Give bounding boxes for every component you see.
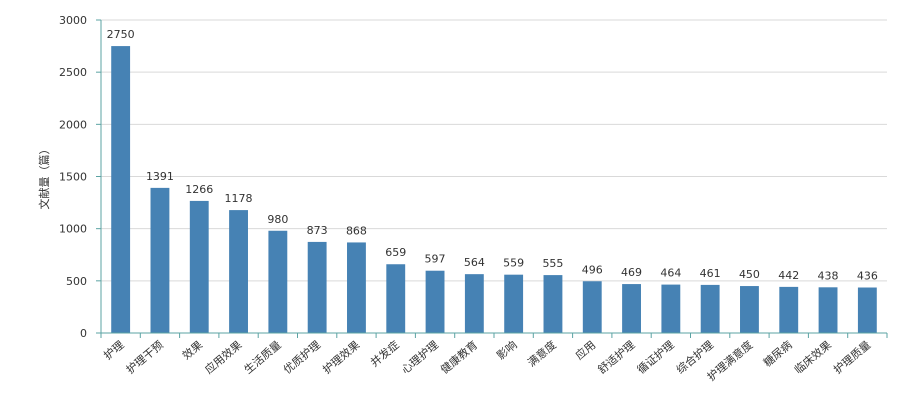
data-label: 980: [267, 213, 288, 226]
y-tick-label: 1500: [59, 171, 87, 184]
y-tick-label: 0: [80, 327, 87, 340]
bar: [700, 284, 720, 333]
data-label: 442: [778, 269, 799, 282]
x-tick-label: 应用效果: [202, 338, 245, 377]
bar: [740, 286, 759, 333]
bar: [111, 46, 131, 333]
bar: [779, 286, 799, 333]
bar: [582, 281, 602, 333]
data-label: 873: [307, 224, 328, 237]
bar: [268, 230, 288, 333]
bar: [504, 274, 524, 333]
y-tick-label: 1000: [59, 223, 87, 236]
x-tick-label: 应用: [572, 338, 598, 363]
y-tick-label: 3000: [59, 14, 87, 27]
x-tick-label: 护理效果: [320, 338, 363, 377]
x-tick-label: 心理护理: [398, 338, 441, 377]
bar: [189, 200, 209, 333]
data-label: 436: [857, 270, 878, 283]
bar: [150, 187, 170, 333]
bar: [622, 284, 641, 333]
data-label: 461: [700, 267, 721, 280]
x-tick-label: 糖尿病: [760, 338, 794, 370]
data-label: 1391: [146, 170, 174, 183]
x-tick-label: 护理干预: [123, 338, 166, 377]
grid-lines: [101, 19, 887, 282]
x-tick-label: 影响: [494, 338, 519, 362]
data-label: 559: [503, 257, 524, 270]
data-label: 450: [739, 268, 760, 281]
data-label: 1266: [185, 183, 213, 196]
x-tick-label: 护理质量: [831, 338, 874, 377]
data-label: 1178: [225, 192, 253, 205]
y-tick-label: 500: [66, 275, 87, 288]
data-label: 496: [582, 263, 603, 276]
bar: [464, 274, 484, 333]
y-axis-title: 文献量（篇）: [37, 144, 51, 210]
data-label: 464: [660, 267, 681, 280]
bar: [543, 275, 563, 333]
x-tick-label: 满意度: [525, 338, 559, 370]
data-label: 469: [621, 266, 642, 279]
x-tick-label: 并发症: [367, 338, 401, 370]
data-labels: 2750 1391 1266 1178 980 873 868 659 597 564 559 555…: [107, 28, 878, 282]
data-label: 2750: [107, 28, 135, 41]
bar: [425, 270, 445, 333]
x-tick-label: 健康教育: [438, 338, 481, 377]
x-tick-label: 优质护理: [280, 338, 323, 377]
bar: [347, 242, 366, 333]
data-label: 597: [425, 253, 446, 266]
x-tick-label: 舒适护理: [595, 338, 638, 377]
y-tick-label: 2000: [59, 118, 87, 131]
bar: [386, 264, 406, 333]
x-tick-label: 护理: [101, 338, 127, 363]
y-axis-ticks: 0 500 1000 1500 2000 2500 3000: [59, 14, 101, 340]
data-label: 659: [385, 246, 406, 259]
x-tick-label: 循证护理: [634, 338, 677, 377]
bar: [661, 284, 681, 333]
bar: [307, 241, 327, 333]
y-tick-label: 2500: [59, 66, 87, 79]
data-label: 438: [818, 269, 839, 282]
data-label: 564: [464, 256, 485, 269]
bar: [818, 287, 838, 333]
bar: [229, 210, 248, 333]
bars: [111, 46, 877, 333]
x-tick-label: 效果: [179, 338, 205, 363]
data-label: 555: [542, 257, 563, 270]
bar: [857, 287, 877, 333]
x-tick-label: 临床效果: [791, 338, 834, 377]
data-label: 868: [346, 224, 367, 237]
x-tick-label: 生活质量: [241, 338, 284, 377]
